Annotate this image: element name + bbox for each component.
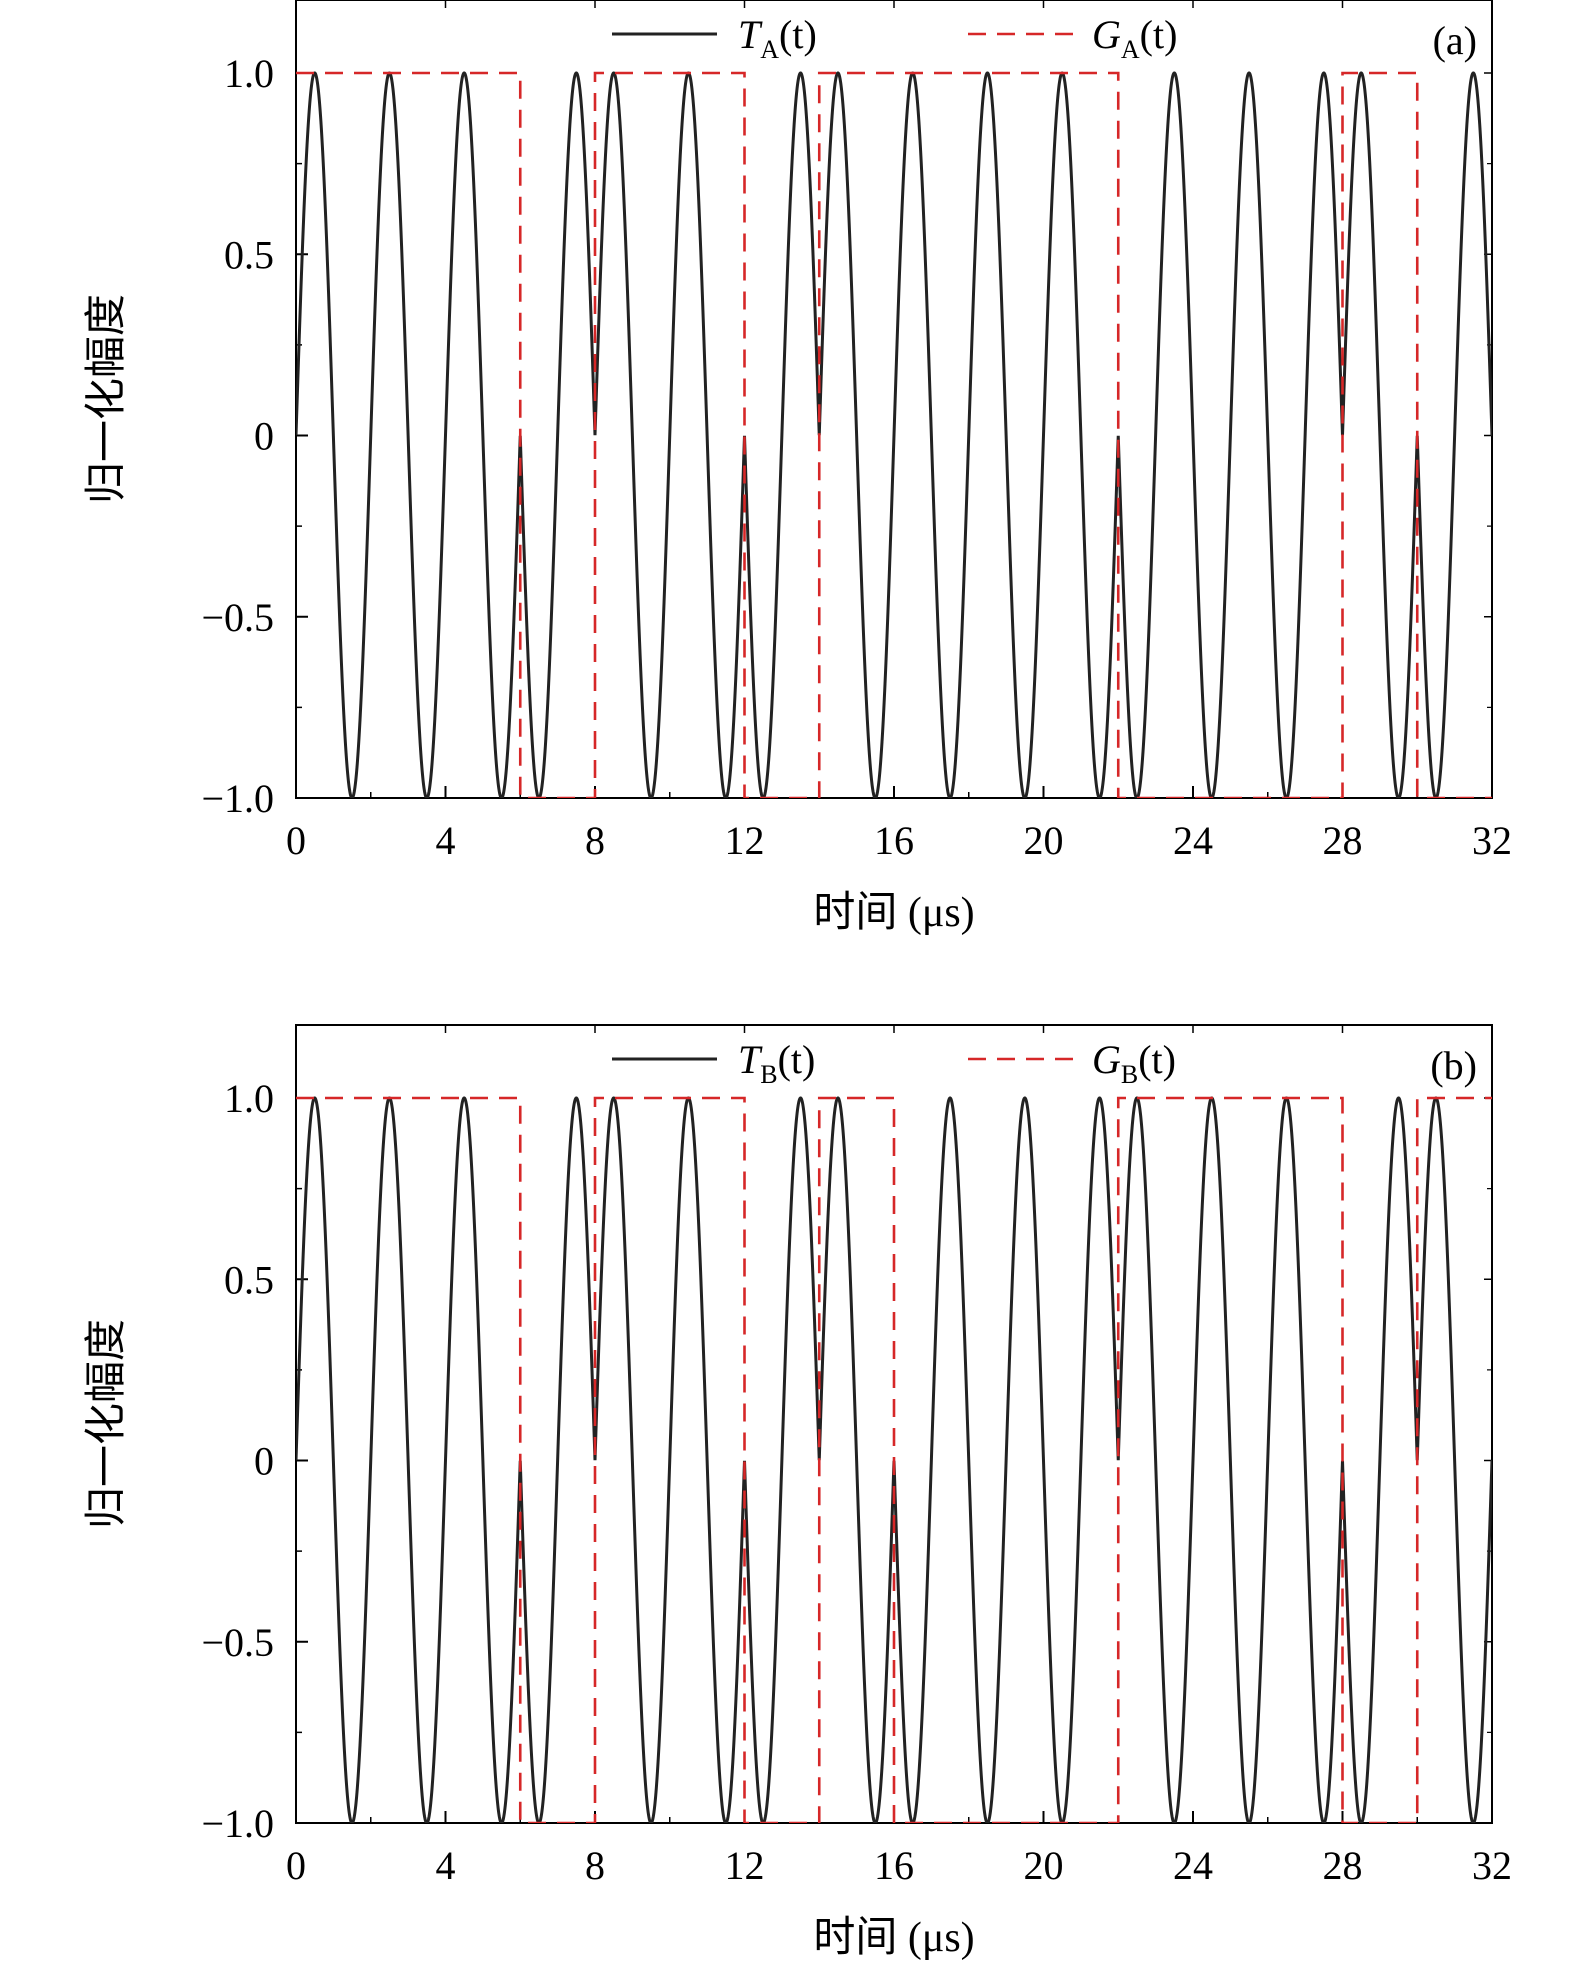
legend-entry: GB(t) [1092, 1037, 1176, 1089]
legend-arg: (t) [778, 1037, 816, 1082]
series-line-G [296, 71, 1492, 798]
x-tick-label: 32 [1472, 818, 1512, 863]
x-tick-label: 12 [725, 818, 765, 863]
series-line-G [296, 1096, 1492, 1823]
y-tick-label: −1.0 [201, 1801, 274, 1846]
legend-main: G [1092, 12, 1121, 57]
y-tick-label: 0 [254, 414, 274, 459]
y-tick-label: −0.5 [201, 1620, 274, 1665]
legend-arg: (t) [1140, 12, 1178, 57]
x-tick-label: 24 [1173, 818, 1213, 863]
x-tick-label: 4 [436, 818, 456, 863]
legend-arg: (t) [1138, 1037, 1176, 1082]
legend-sub: B [760, 1060, 777, 1089]
x-tick-label: 32 [1472, 1843, 1512, 1888]
y-axis-title: 归一化幅度 [84, 294, 130, 504]
legend-main: T [738, 1037, 763, 1082]
x-tick-label: 24 [1173, 1843, 1213, 1888]
x-axis-title: 时间 (μs) [813, 890, 974, 936]
y-tick-label: 1.0 [224, 1076, 274, 1121]
x-tick-label: 16 [874, 1843, 914, 1888]
x-tick-label: 16 [874, 818, 914, 863]
chart-panel-b: 0 4 8 12 16 20 24 28 32 −1.0 −0.5 0 0.5 1.0 时间 (μs) 归一化… [84, 1024, 1512, 1961]
legend-main: T [738, 12, 763, 57]
x-tick-label: 20 [1024, 1843, 1064, 1888]
panel-label: (b) [1430, 1043, 1477, 1088]
panel-label: (a) [1433, 18, 1477, 63]
x-tick-label: 0 [286, 818, 306, 863]
y-tick-label: −1.0 [201, 776, 274, 821]
chart-panel-a: 0 4 8 12 16 20 24 28 32 −1.0 −0.5 0 0.5 1.0 时间 (μs) 归一化… [84, 0, 1512, 936]
x-tick-label: 12 [725, 1843, 765, 1888]
legend-arg: (t) [779, 12, 817, 57]
x-tick-label: 20 [1024, 818, 1064, 863]
legend-sub: A [1121, 35, 1140, 64]
legend-entry: TB(t) [738, 1037, 815, 1089]
x-tick-label: 0 [286, 1843, 306, 1888]
y-tick-label: 1.0 [224, 51, 274, 96]
y-tick-label: 0 [254, 1439, 274, 1484]
y-tick-label: 0.5 [224, 232, 274, 277]
x-tick-label: 28 [1323, 818, 1363, 863]
x-tick-label: 28 [1323, 1843, 1363, 1888]
x-axis-title: 时间 (μs) [813, 1915, 974, 1961]
legend-entry: GA(t) [1092, 12, 1177, 64]
legend-entry: TA(t) [738, 12, 817, 64]
legend-main: G [1092, 1037, 1121, 1082]
x-tick-label: 8 [585, 1843, 605, 1888]
y-tick-label: 0.5 [224, 1257, 274, 1302]
y-tick-label: −0.5 [201, 595, 274, 640]
legend-sub: B [1121, 1060, 1138, 1089]
series-line-T [296, 71, 1492, 798]
legend-sub: A [760, 35, 779, 64]
x-tick-label: 4 [436, 1843, 456, 1888]
x-tick-label: 8 [585, 818, 605, 863]
y-axis-title: 归一化幅度 [84, 1319, 130, 1529]
